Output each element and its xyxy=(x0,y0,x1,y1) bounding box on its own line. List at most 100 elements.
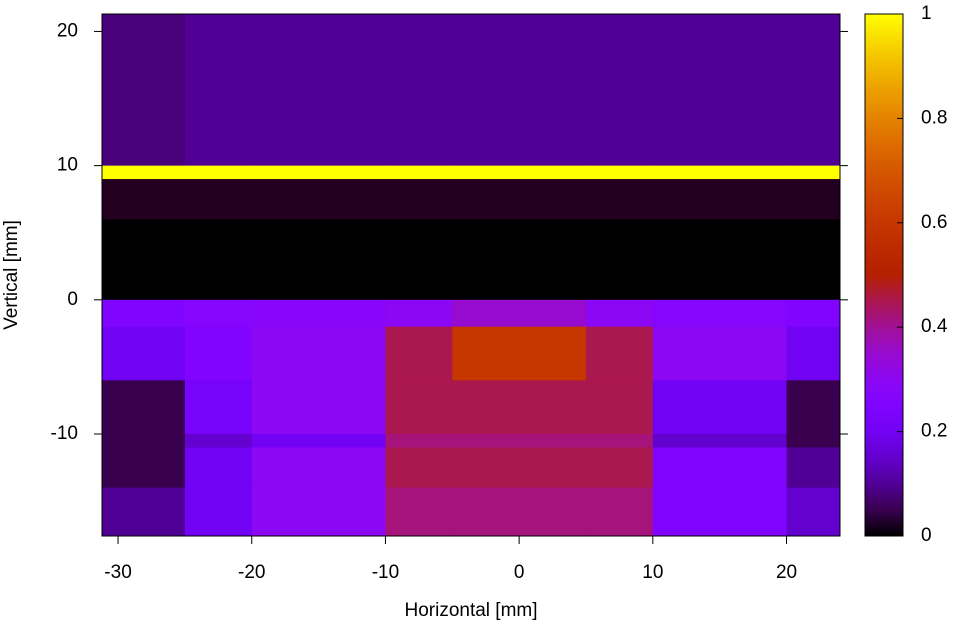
heatmap-cell xyxy=(652,299,788,328)
x-tick-label: 10 xyxy=(642,562,663,583)
heatmap-cell xyxy=(786,179,841,220)
x-tick-label: -20 xyxy=(238,562,265,583)
x-tick-label: -10 xyxy=(372,562,399,583)
heatmap-cell xyxy=(184,14,253,167)
heatmap-cell xyxy=(251,434,386,448)
heatmap-cell xyxy=(786,487,841,537)
heatmap-cell xyxy=(102,14,186,167)
heatmap-cell xyxy=(652,326,788,381)
heatmap-cell xyxy=(452,434,587,448)
heatmap-cell xyxy=(585,14,654,167)
heatmap-cell xyxy=(452,299,587,328)
heatmap-cell xyxy=(251,165,386,180)
heatmap-cell xyxy=(102,179,186,220)
heatmap-cell xyxy=(585,434,654,448)
heatmap-cell xyxy=(385,487,453,537)
heatmap-cell xyxy=(452,326,587,381)
heatmap-cell xyxy=(102,487,186,537)
heatmap-cell xyxy=(585,380,654,435)
heatmap-cell xyxy=(385,380,453,435)
heatmap-cell xyxy=(251,219,386,301)
heatmap-cell xyxy=(585,219,654,301)
heatmap-cell xyxy=(184,165,253,180)
heatmap-cell xyxy=(652,380,788,435)
heatmap-cell xyxy=(585,447,654,489)
heatmap-cell xyxy=(652,447,788,489)
heatmap-cell xyxy=(786,326,841,381)
heatmap-cell xyxy=(385,326,453,381)
heatmap-cell xyxy=(786,219,841,301)
x-axis-label: Horizontal [mm] xyxy=(404,600,537,621)
heatmap-cell xyxy=(652,179,788,220)
heatmap-cell xyxy=(251,14,386,167)
heatmap-cell xyxy=(786,14,841,167)
heatmap-cell xyxy=(184,434,253,448)
y-tick-label: 10 xyxy=(57,155,78,176)
heatmap-cell xyxy=(452,179,587,220)
heatmap-cell xyxy=(786,380,841,435)
heatmap-cell xyxy=(102,219,186,301)
x-tick-label: -30 xyxy=(104,562,131,583)
heatmap-cell xyxy=(102,165,186,180)
heatmap-cell xyxy=(452,380,587,435)
heatmap-cell xyxy=(184,179,253,220)
heatmap-cell xyxy=(251,326,386,381)
heatmap-cell xyxy=(251,447,386,489)
heatmap-cell xyxy=(652,487,788,537)
heatmap-cell xyxy=(251,487,386,537)
heatmap-cell xyxy=(452,447,587,489)
heatmap-cell xyxy=(786,299,841,328)
heatmap-cell xyxy=(652,219,788,301)
heatmap-cell xyxy=(452,14,587,167)
heatmap-cell xyxy=(786,434,841,448)
heatmap-cell xyxy=(786,447,841,489)
heatmap-cell xyxy=(385,14,453,167)
heatmap-cell xyxy=(102,447,186,489)
heatmap-cell xyxy=(652,165,788,180)
y-tick-label: 20 xyxy=(57,20,78,41)
y-tick-label: -10 xyxy=(51,423,78,444)
heatmap-cell xyxy=(385,165,453,180)
heatmap-cell xyxy=(385,179,453,220)
colorbar-tick-label: 1 xyxy=(921,3,932,24)
colorbar-tick-label: 0 xyxy=(921,525,932,546)
heatmap-cell xyxy=(184,487,253,537)
heatmap-cell xyxy=(102,299,186,328)
heatmap-cell xyxy=(184,299,253,328)
heatmap-cell xyxy=(102,434,186,448)
heatmap-cell xyxy=(652,14,788,167)
colorbar-tick-label: 0.4 xyxy=(921,316,948,337)
x-tick-label: 0 xyxy=(514,562,525,583)
heatmap-cell xyxy=(385,299,453,328)
x-tick-label: 20 xyxy=(776,562,797,583)
heatmap-cell xyxy=(184,219,253,301)
heatmap-cell xyxy=(251,299,386,328)
heatmap-cell xyxy=(585,179,654,220)
colorbar-tick-label: 0.6 xyxy=(921,212,947,233)
heatmap-cell xyxy=(184,380,253,435)
y-tick-label: 0 xyxy=(67,289,78,310)
heatmap-cell xyxy=(385,434,453,448)
colorbar xyxy=(864,13,904,537)
heatmap-cell xyxy=(452,165,587,180)
heatmap-cell xyxy=(585,487,654,537)
heatmap-cell xyxy=(102,380,186,435)
heatmap-cell xyxy=(786,165,841,180)
heatmap-cell xyxy=(452,487,587,537)
heatmap-cell xyxy=(585,299,654,328)
heatmap-cell xyxy=(585,326,654,381)
heatmap-cell xyxy=(251,179,386,220)
heatmap-cell xyxy=(652,434,788,448)
heatmap-cell xyxy=(184,326,253,381)
heatmap-cell xyxy=(585,165,654,180)
colorbar-tick-label: 0.2 xyxy=(921,421,947,442)
plot-frame xyxy=(101,13,841,537)
heatmap-cell xyxy=(385,447,453,489)
y-axis-label: Vertical [mm] xyxy=(1,220,22,330)
heatmap-cell xyxy=(251,380,386,435)
heatmap-cell xyxy=(452,219,587,301)
colorbar-tick-label: 0.8 xyxy=(921,107,947,128)
heatmap-cell xyxy=(385,219,453,301)
heatmap-cell xyxy=(184,447,253,489)
